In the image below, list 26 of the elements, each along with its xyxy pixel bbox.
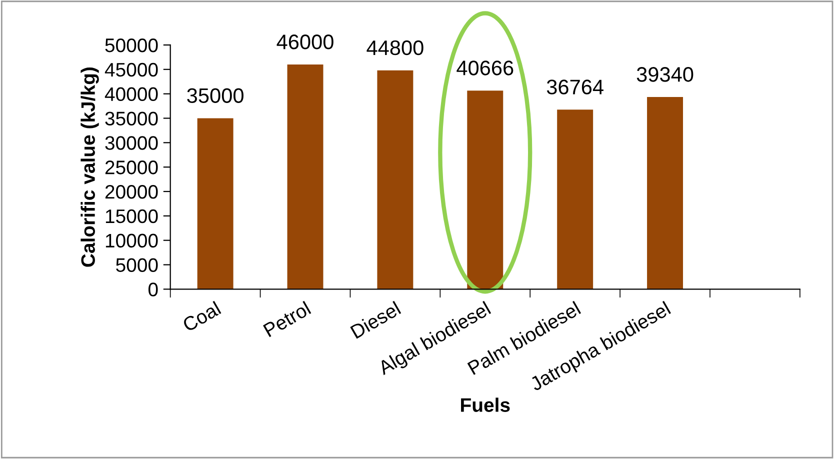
data-label: 40666 — [456, 60, 514, 76]
y-tick-label: 5000 — [116, 258, 158, 272]
y-tick-label: 15000 — [106, 209, 158, 224]
data-label: 46000 — [276, 34, 334, 50]
bar — [467, 90, 504, 290]
x-axis-title: Fuels — [461, 398, 510, 412]
bar — [197, 118, 234, 290]
y-tick-label: 50000 — [105, 38, 158, 52]
y-tick-label: 40000 — [104, 87, 158, 102]
data-label: 44800 — [366, 40, 424, 56]
bar — [647, 97, 684, 290]
y-tick-label: 30000 — [105, 136, 158, 150]
y-tick-label: 10000 — [106, 234, 158, 248]
y-tick-label: 20000 — [105, 184, 158, 199]
bar — [557, 110, 594, 290]
data-label: 35000 — [187, 88, 244, 104]
y-tick-label: 25000 — [105, 160, 158, 174]
y-axis-title: Calorific value (kJ/kg) — [80, 68, 99, 267]
y-tick-label: 35000 — [105, 112, 158, 126]
data-label: 36764 — [546, 80, 604, 94]
bar — [287, 64, 324, 290]
x-tick-label: Coal — [182, 300, 222, 332]
bar — [377, 70, 414, 290]
y-tick-label: 45000 — [104, 62, 158, 77]
y-tick-label: 0 — [148, 282, 158, 296]
data-label: 39340 — [636, 67, 694, 82]
